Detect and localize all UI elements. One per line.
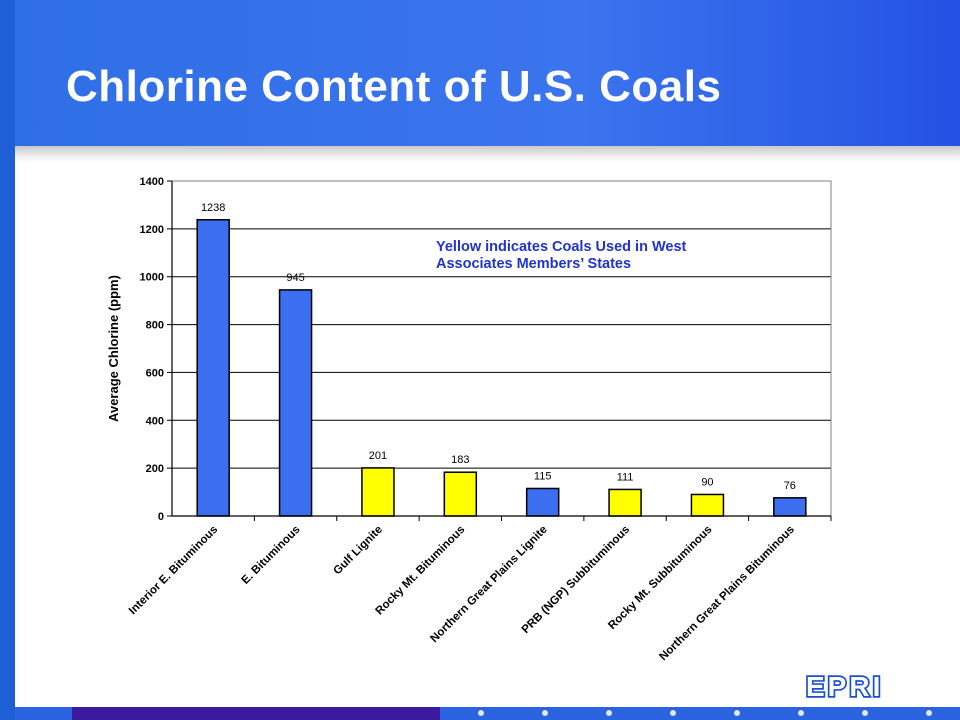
data-label: 1238 <box>201 202 225 214</box>
annotation-line: Associates Members’ States <box>436 256 631 272</box>
data-label: 115 <box>534 470 552 482</box>
y-tick-label: 1200 <box>140 224 164 236</box>
bar <box>278 289 313 517</box>
slide-title: Chlorine Content of U.S. Coals <box>66 62 722 111</box>
gridlines <box>172 180 831 469</box>
footer-band-blue <box>440 707 960 720</box>
annotation-line: Yellow indicates Coals Used in West <box>436 239 687 255</box>
title-banner <box>15 0 960 146</box>
footer-dot <box>670 710 676 716</box>
banner-shadow <box>15 146 960 162</box>
bar <box>196 219 230 517</box>
footer-dot <box>478 710 484 716</box>
data-label: 76 <box>784 480 796 492</box>
category-label: Gulf Lignite <box>331 524 385 578</box>
footer-band-left <box>15 707 72 720</box>
data-label: 201 <box>369 450 387 462</box>
footer-band-purple <box>72 707 440 720</box>
bar <box>608 488 642 517</box>
category-label: Northern Great Plains Bituminous <box>657 524 797 664</box>
footer-dot <box>798 710 804 716</box>
category-label: Rocky Mt. Bituminous <box>374 524 468 618</box>
bar <box>443 471 478 517</box>
y-tick-label: 1400 <box>140 176 164 188</box>
data-label: 111 <box>617 471 634 483</box>
category-label: Interior E. Bituminous <box>127 524 220 617</box>
bar <box>690 493 725 517</box>
y-tick-label: 200 <box>146 463 164 475</box>
data-label: 90 <box>701 476 713 488</box>
footer-dot <box>862 710 868 716</box>
bar-chart: 0 200 400 600 800 1000 1200 1400 1238 Interior E.… <box>106 176 832 664</box>
footer-dot <box>542 710 548 716</box>
data-label: 183 <box>451 454 469 466</box>
y-tick-label: 400 <box>146 415 164 427</box>
y-tick-label: 1000 <box>140 272 164 284</box>
epri-logo-text: EPRI <box>806 672 883 700</box>
data-label: 945 <box>286 272 304 284</box>
left-accent-bar <box>0 0 15 720</box>
plot-area <box>171 180 832 517</box>
axes <box>167 180 832 521</box>
y-tick-label: 600 <box>146 367 164 379</box>
bar <box>525 487 560 517</box>
category-label: E. Bituminous <box>240 524 303 587</box>
y-tick-label: 800 <box>146 320 164 332</box>
footer-dot <box>734 710 740 716</box>
y-tick-label: 0 <box>158 511 164 523</box>
footer-dot <box>606 710 612 716</box>
bar <box>773 497 807 517</box>
epri-logo: EPRI <box>804 672 883 700</box>
bar <box>361 467 395 517</box>
bars <box>196 219 807 517</box>
footer-dot <box>926 710 932 716</box>
y-axis-label: Average Chlorine (ppm) <box>106 275 121 422</box>
